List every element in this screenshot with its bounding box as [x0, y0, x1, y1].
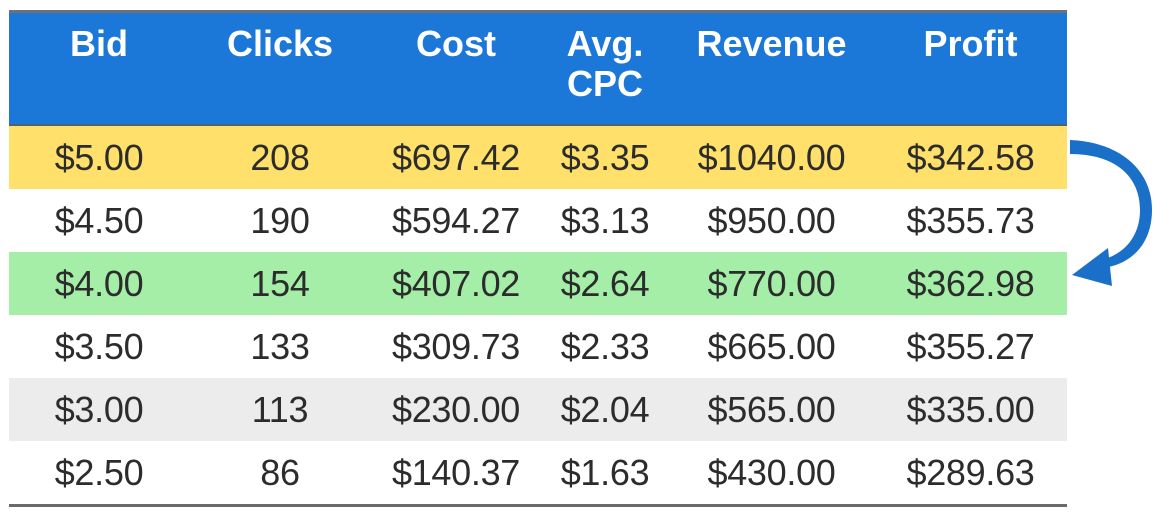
table-row: $4.50 190 $594.27 $3.13 $950.00 $355.73 [9, 189, 1067, 252]
cell-profit: $355.27 [906, 325, 1035, 367]
header-profit: Profit [923, 23, 1018, 64]
header-clicks: Clicks [226, 23, 334, 64]
cell-clicks: 86 [260, 451, 300, 493]
table-header: Bid Clicks Cost Avg. CPC Revenue Profit [9, 13, 1067, 126]
cell-bid: $5.00 [54, 136, 144, 178]
cell-clicks: 113 [251, 388, 309, 430]
cell-bid: $4.00 [54, 262, 144, 304]
cell-cost: $697.42 [391, 136, 521, 178]
header-avg-cpc-line2: CPC [566, 63, 643, 104]
bid-comparison-table: Bid Clicks Cost Avg. CPC Revenue Profit … [9, 10, 1067, 507]
cell-bid: $3.00 [54, 388, 144, 430]
header-avg-cpc: Avg. CPC [541, 13, 669, 124]
cell-avg-cpc: $2.64 [560, 262, 650, 304]
cell-bid: $2.50 [54, 451, 144, 493]
cell-avg-cpc: $1.63 [560, 451, 650, 493]
table-row: $3.50 133 $309.73 $2.33 $665.00 $355.27 [9, 315, 1067, 378]
cell-clicks: 190 [250, 199, 310, 241]
header-cost: Cost [416, 23, 496, 64]
cell-profit: $335.00 [906, 388, 1035, 430]
table-row: $3.00 113 $230.00 $2.04 $565.00 $335.00 [9, 378, 1067, 441]
cell-revenue: $1040.00 [697, 136, 846, 178]
cell-cost: $230.00 [391, 388, 521, 430]
cell-revenue: $950.00 [707, 199, 836, 241]
cell-cost: $140.37 [391, 451, 521, 493]
header-bid: Bid [70, 23, 128, 64]
table-top-rule [9, 10, 1067, 13]
cell-profit: $342.58 [906, 136, 1035, 178]
cell-clicks: 133 [250, 325, 310, 367]
cell-profit: $289.63 [906, 451, 1035, 493]
cell-profit: $355.73 [906, 199, 1035, 241]
cell-avg-cpc: $2.04 [560, 388, 650, 430]
cell-cost: $594.27 [391, 199, 521, 241]
cell-clicks: 208 [250, 136, 310, 178]
cell-revenue: $665.00 [707, 325, 836, 367]
cell-profit: $362.98 [906, 262, 1035, 304]
table-bottom-rule [9, 504, 1067, 507]
cell-avg-cpc: $2.33 [560, 325, 650, 367]
header-revenue: Revenue [696, 23, 847, 64]
cell-cost: $309.73 [391, 325, 521, 367]
cell-bid: $4.50 [54, 199, 144, 241]
cell-revenue: $770.00 [707, 262, 836, 304]
cell-clicks: 154 [250, 262, 310, 304]
header-avg-cpc-line1: Avg. [566, 23, 644, 64]
cell-avg-cpc: $3.13 [560, 199, 650, 241]
curved-arrow-icon [1070, 140, 1152, 286]
cell-revenue: $430.00 [707, 451, 836, 493]
table-row: $4.00 154 $407.02 $2.64 $770.00 $362.98 [9, 252, 1067, 315]
cell-avg-cpc: $3.35 [560, 136, 650, 178]
table-row: $2.50 86 $140.37 $1.63 $430.00 $289.63 [9, 441, 1067, 504]
cell-cost: $407.02 [391, 262, 521, 304]
cell-revenue: $565.00 [707, 388, 836, 430]
table-row: $5.00 208 $697.42 $3.35 $1040.00 $342.58 [9, 126, 1067, 189]
cell-bid: $3.50 [54, 325, 144, 367]
